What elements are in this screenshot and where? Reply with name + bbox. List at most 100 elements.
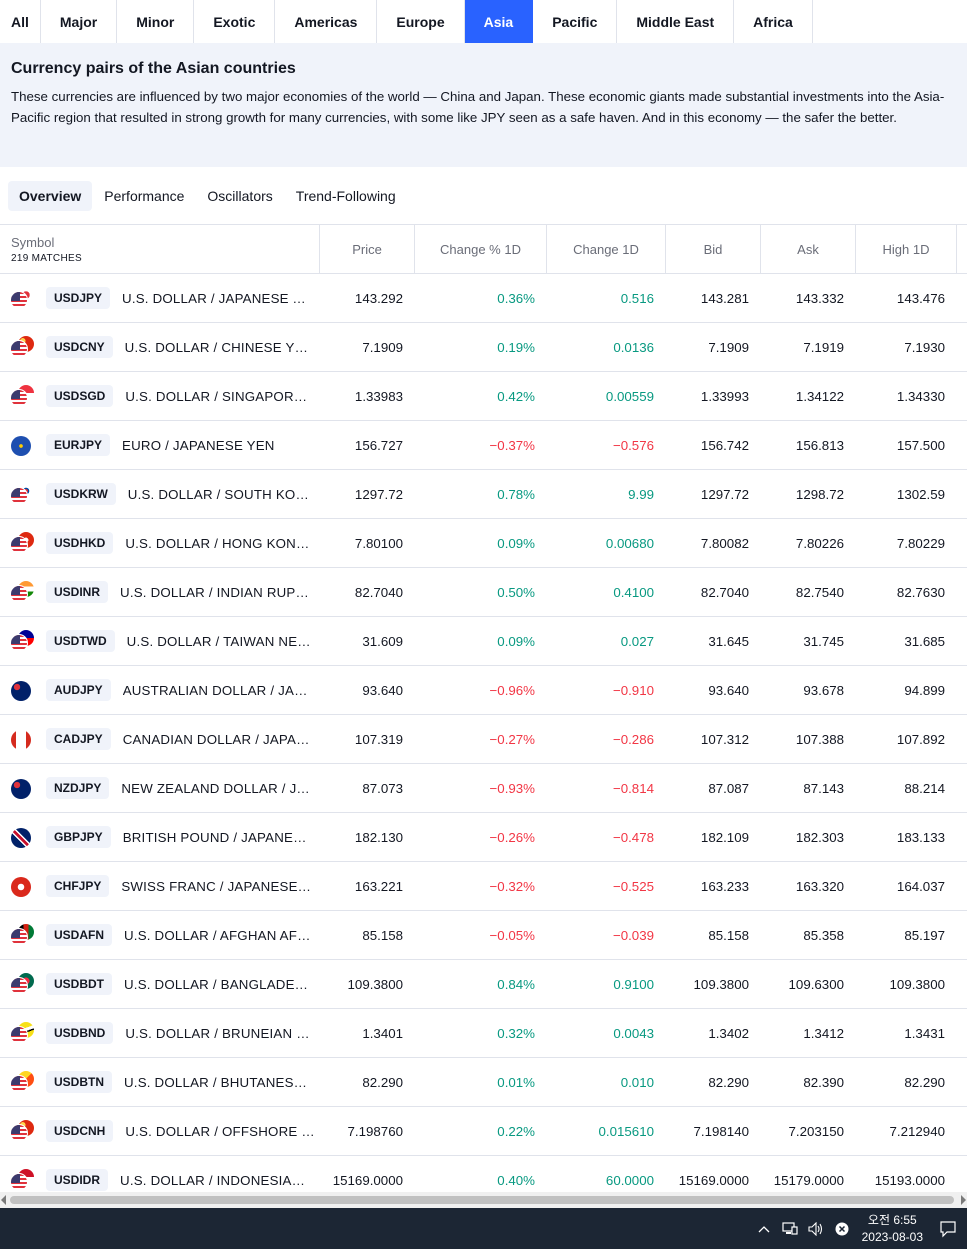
table-row[interactable]: USDBND U.S. DOLLAR / BRUNEIAN D... 1.3401 0… [0,1009,967,1058]
ticker-badge[interactable]: USDTWD [46,630,115,652]
table-row[interactable]: USDBTN U.S. DOLLAR / BHUTANESE ... 82.290 0… [0,1058,967,1107]
bid-cell: 87.087 [708,780,749,796]
change-percent-cell: 0.09% [497,535,535,551]
clock-time: 오전 6:55 [867,1212,917,1227]
us-flag-icon [10,1075,28,1093]
bid-cell: 1.3402 [708,1025,749,1041]
ticker-badge[interactable]: CADJPY [46,728,111,750]
region-tab-exotic[interactable]: Exotic [194,0,276,43]
matches-count: 219 MATCHES [11,252,82,264]
ticker-badge[interactable]: USDCNY [46,336,113,358]
table-row[interactable]: CADJPY CANADIAN DOLLAR / JAPANE... 107.319… [0,715,967,764]
symbol-cell: USDINR U.S. DOLLAR / INDIAN RUPEE [0,568,320,616]
network-icon[interactable] [780,1219,800,1239]
region-tab-africa[interactable]: Africa [734,0,813,43]
ticker-badge[interactable]: CHFJPY [46,875,110,897]
ticker-badge[interactable]: USDSGD [46,385,114,407]
us-flag-icon [10,389,28,407]
change-cell: 0.00680 [605,535,654,551]
column-header-change[interactable]: Change 1D [547,225,666,273]
region-tab-major[interactable]: Major [41,0,118,43]
change-percent-cell: 0.42% [497,388,535,404]
change-percent-cell: 0.78% [497,486,535,502]
ask-cell: 82.7540 [795,584,844,600]
price-cell: 93.640 [362,682,403,698]
column-header-price[interactable]: Price [320,225,415,273]
ticker-badge[interactable]: USDCNH [46,1120,114,1142]
scroll-right-icon[interactable] [961,1195,966,1205]
ticker-badge[interactable]: AUDJPY [46,679,111,701]
pair-description: U.S. DOLLAR / HONG KONG ... [125,535,316,551]
table-row[interactable]: USDCNY U.S. DOLLAR / CHINESE YUAN 7.1909 0.… [0,323,967,372]
ticker-badge[interactable]: NZDJPY [46,777,110,799]
bid-cell: 82.290 [708,1074,749,1090]
ticker-badge[interactable]: EURJPY [46,434,111,456]
symbol-cell: USDCNH U.S. DOLLAR / OFFSHORE C... [0,1107,320,1155]
horizontal-scrollbar[interactable] [0,1192,967,1208]
ticker-badge[interactable]: USDAFN [46,924,112,946]
region-tab-minor[interactable]: Minor [117,0,195,43]
ticker-badge[interactable]: USDIDR [46,1169,109,1191]
region-tab-all[interactable]: All [0,0,41,43]
us-flag-icon [10,536,28,554]
view-tab-trend-following[interactable]: Trend-Following [295,187,396,204]
column-header-high[interactable]: High 1D [856,225,957,273]
scrollbar-thumb[interactable] [10,1196,954,1204]
close-circle-icon[interactable] [832,1219,852,1239]
chevron-up-icon[interactable] [754,1219,774,1239]
clock[interactable]: 오전 6:55 2023-08-03 [862,1212,923,1246]
volume-icon[interactable] [806,1219,826,1239]
currency-flags [10,532,34,554]
table-row[interactable]: USDJPY U.S. DOLLAR / JAPANESE YEN 143.292 0… [0,274,967,323]
pair-description: U.S. DOLLAR / JAPANESE YEN [122,290,313,306]
region-tab-europe[interactable]: Europe [377,0,465,43]
region-tab-pacific[interactable]: Pacific [533,0,618,43]
column-header-ask[interactable]: Ask [761,225,856,273]
currency-flags [10,1120,34,1142]
table-row[interactable]: CHFJPY SWISS FRANC / JAPANESE YEN 163.221 −… [0,862,967,911]
high-cell: 15193.0000 [874,1172,945,1188]
ticker-badge[interactable]: USDBND [46,1022,114,1044]
ticker-badge[interactable]: GBPJPY [46,826,111,848]
view-tab-oscillators[interactable]: Oscillators [207,187,273,204]
ask-cell: 1.34122 [795,388,844,404]
ticker-badge[interactable]: USDINR [46,581,109,603]
notification-icon[interactable] [939,1220,957,1238]
column-header-symbol[interactable]: Symbol 219 MATCHES [0,225,320,273]
region-tab-americas[interactable]: Americas [275,0,378,43]
table-row[interactable]: USDINR U.S. DOLLAR / INDIAN RUPEE 82.7040 0… [0,568,967,617]
table-row[interactable]: USDAFN U.S. DOLLAR / AFGHAN AFG... 85.158 −… [0,911,967,960]
table-row[interactable]: USDIDR U.S. DOLLAR / INDONESIAN ... 15169.… [0,1156,967,1192]
ask-cell: 143.332 [795,290,844,306]
table-row[interactable]: USDSGD U.S. DOLLAR / SINGAPORE D... 1.3398… [0,372,967,421]
table-row[interactable]: EURJPY EURO / JAPANESE YEN 156.727 −0.37% −0… [0,421,967,470]
ticker-badge[interactable]: USDBDT [46,973,112,995]
table-row[interactable]: AUDJPY AUSTRALIAN DOLLAR / JAPA... 93.640 −… [0,666,967,715]
table-row[interactable]: USDHKD U.S. DOLLAR / HONG KONG ... 7.80100… [0,519,967,568]
symbol-cell: USDSGD U.S. DOLLAR / SINGAPORE D... [0,372,320,420]
ticker-badge[interactable]: USDBTN [46,1071,112,1093]
column-header-bid[interactable]: Bid [666,225,761,273]
price-cell: 87.073 [362,780,403,796]
view-tab-performance[interactable]: Performance [104,187,185,204]
view-tab-overview[interactable]: Overview [8,180,93,211]
currency-flags [10,1022,34,1044]
price-cell: 143.292 [354,290,403,306]
ticker-badge[interactable]: USDKRW [46,483,116,505]
region-tab-asia[interactable]: Asia [464,0,534,43]
table-row[interactable]: USDTWD U.S. DOLLAR / TAIWAN NEW... 31.609 0… [0,617,967,666]
region-tab-middle-east[interactable]: Middle East [617,0,735,43]
ticker-badge[interactable]: USDJPY [46,287,111,309]
table-row[interactable]: USDCNH U.S. DOLLAR / OFFSHORE C... 7.19876… [0,1107,967,1156]
pair-description: SWISS FRANC / JAPANESE YEN [121,878,312,894]
table-row[interactable]: NZDJPY NEW ZEALAND DOLLAR / JA... 87.073 −0… [0,764,967,813]
currency-flags [10,679,34,701]
column-header-change-percent[interactable]: Change % 1D [415,225,547,273]
currency-flags [10,777,34,799]
table-row[interactable]: USDBDT U.S. DOLLAR / BANGLADESH... 109.380… [0,960,967,1009]
scroll-left-icon[interactable] [1,1195,6,1205]
table-row[interactable]: GBPJPY BRITISH POUND / JAPANESE ... 182.13… [0,813,967,862]
ticker-badge[interactable]: USDHKD [46,532,114,554]
table-row[interactable]: USDKRW U.S. DOLLAR / SOUTH KORE... 1297.72… [0,470,967,519]
change-cell: 0.00559 [605,388,654,404]
